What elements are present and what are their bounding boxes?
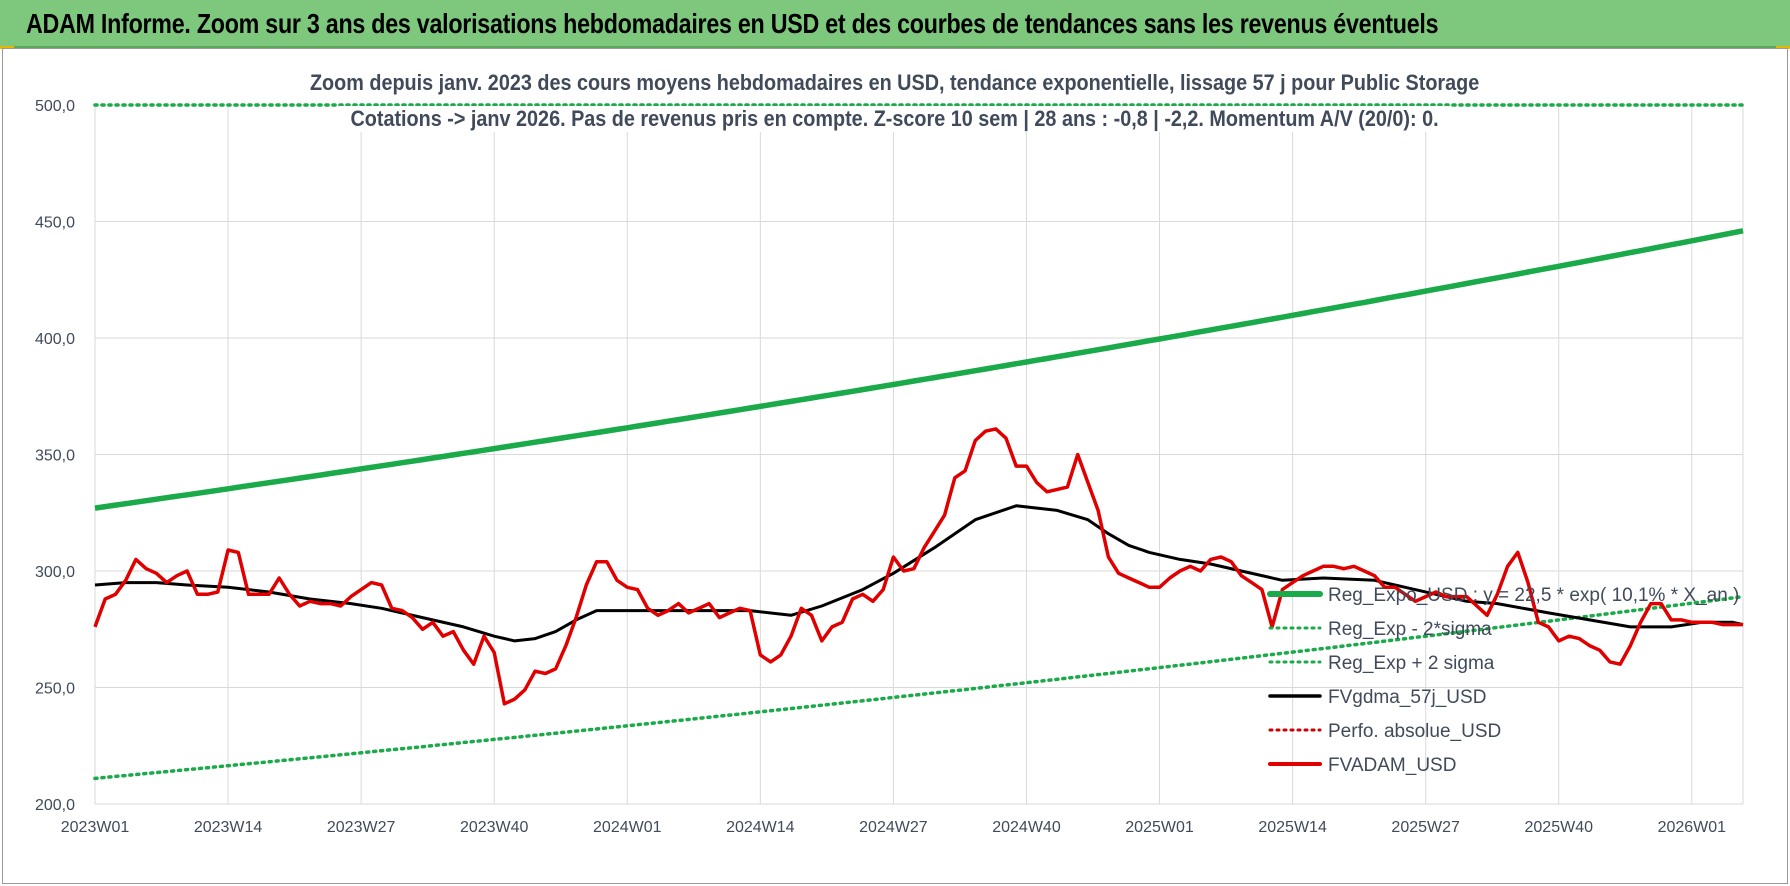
y-tick-label: 300,0 xyxy=(35,564,75,581)
x-tick-label: 2025W40 xyxy=(1525,819,1594,836)
x-tick-label: 2025W27 xyxy=(1391,819,1460,836)
y-tick-label: 250,0 xyxy=(35,681,75,698)
legend-label: Reg_Expo_USD : y = 22,5 * exp( 10,1% * X… xyxy=(1328,585,1739,606)
legend-label: FVgdma_57j_USD xyxy=(1328,687,1486,708)
chart-frame xyxy=(2,48,1788,884)
series-reg-expo-usd xyxy=(94,228,1744,511)
y-tick-label: 500,0 xyxy=(35,98,75,115)
x-tick-label: 2023W40 xyxy=(460,819,529,836)
header-banner: ADAM Informe. Zoom sur 3 ans des valoris… xyxy=(0,0,1790,48)
chart-title-line2: Cotations -> janv 2026. Pas de revenus p… xyxy=(0,106,1790,132)
x-tick-label: 2026W01 xyxy=(1658,819,1727,836)
legend: Reg_Expo_USD : y = 22,5 * exp( 10,1% * X… xyxy=(1267,585,1739,776)
x-tick-label: 2024W14 xyxy=(726,819,795,836)
corner-mark-right xyxy=(1776,46,1790,49)
y-tick-label: 350,0 xyxy=(35,448,75,465)
legend-label: Reg_Exp - 2*sigma xyxy=(1328,619,1492,640)
series-fvadam-usd xyxy=(93,427,1743,706)
chart-title-line2-text: Cotations -> janv 2026. Pas de revenus p… xyxy=(338,106,1452,132)
y-tick-label: 450,0 xyxy=(35,215,75,232)
legend-label: Reg_Exp + 2 sigma xyxy=(1328,653,1495,674)
x-tick-label: 2024W27 xyxy=(859,819,928,836)
x-tick-label: 2024W40 xyxy=(992,819,1061,836)
x-tick-label: 2025W01 xyxy=(1125,819,1194,836)
y-tick-label: 200,0 xyxy=(35,797,75,814)
series-fvgdma-57j-usd xyxy=(94,504,1744,643)
chart-title-line1: Zoom depuis janv. 2023 des cours moyens … xyxy=(0,70,1790,96)
page-title: ADAM Informe. Zoom sur 3 ans des valoris… xyxy=(26,8,1439,39)
x-tick-label: 2024W01 xyxy=(593,819,662,836)
series-reg-exp-minus-2-sigma xyxy=(93,594,1745,781)
x-tick-label: 2023W27 xyxy=(327,819,396,836)
series xyxy=(93,103,1745,781)
y-tick-label: 400,0 xyxy=(35,331,75,348)
x-tick-label: 2023W14 xyxy=(194,819,263,836)
corner-mark-left xyxy=(0,46,14,49)
x-tick-label: 2023W01 xyxy=(61,819,130,836)
legend-label: FVADAM_USD xyxy=(1328,755,1456,776)
chart-title-line1-text: Zoom depuis janv. 2023 des cours moyens … xyxy=(297,70,1493,96)
legend-label: Perfo. absolue_USD xyxy=(1328,721,1501,742)
axes: 200,0 250,0 300,0 350,0 400,0 450,0 500,0 2023W… xyxy=(35,98,1726,836)
x-tick-label: 2025W14 xyxy=(1258,819,1327,836)
grid xyxy=(94,104,1744,805)
